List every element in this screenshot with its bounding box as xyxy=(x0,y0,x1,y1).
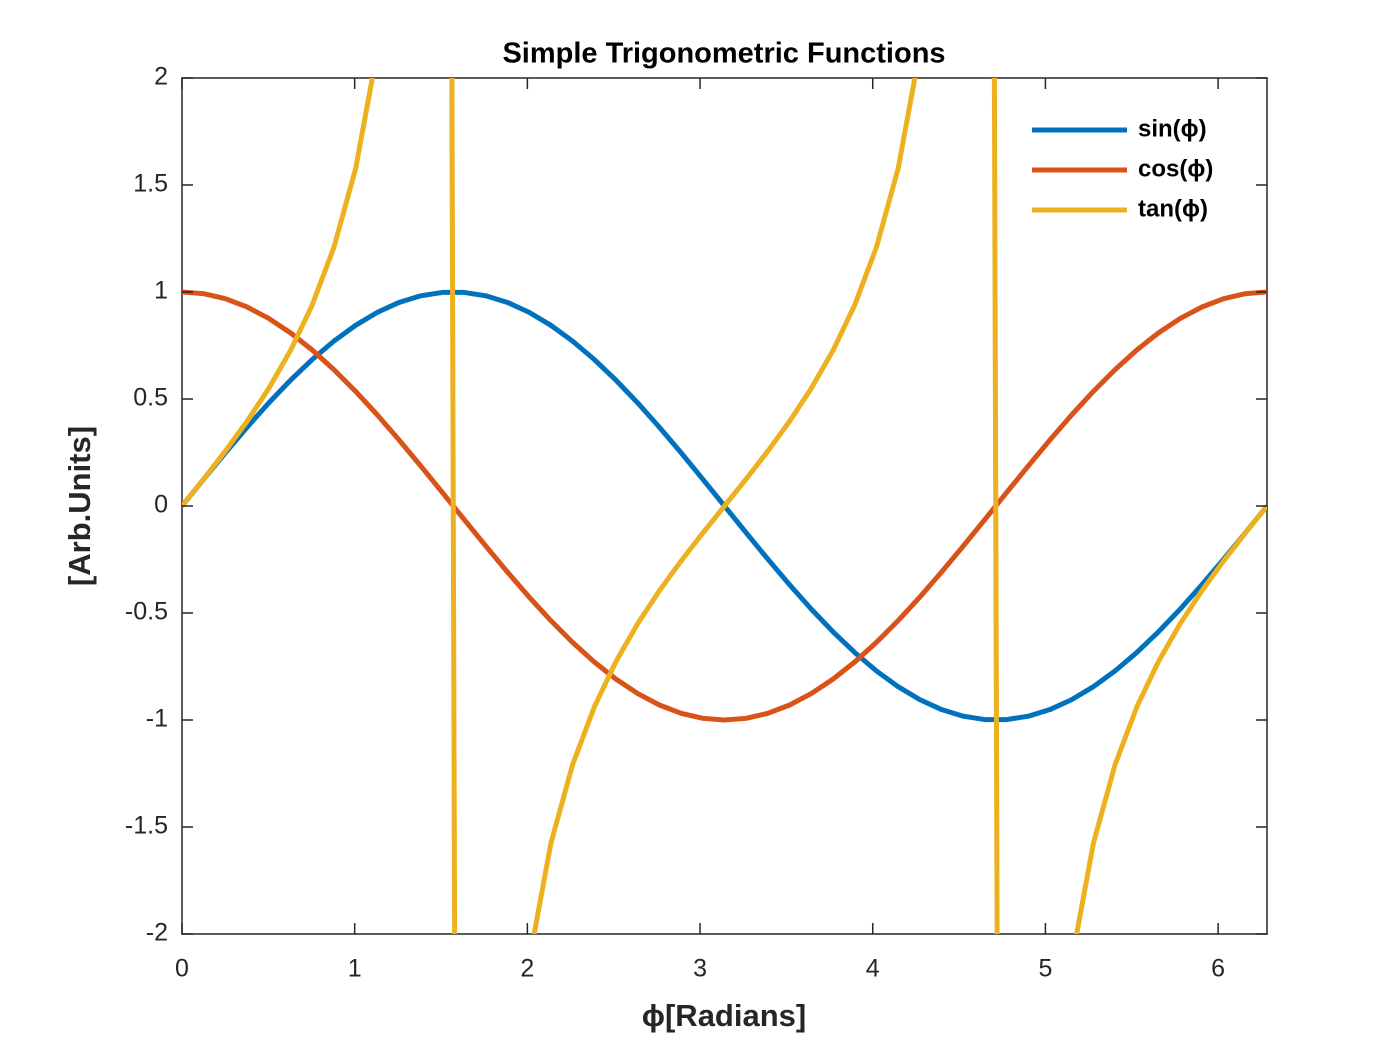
x-tick-label: 0 xyxy=(175,955,189,983)
y-tick-label: -1.5 xyxy=(125,812,168,840)
legend-label: sin(ϕ) xyxy=(1138,115,1207,142)
y-tick-label: -0.5 xyxy=(125,598,168,626)
x-tick-label: 2 xyxy=(520,955,534,983)
plot-lines xyxy=(182,78,1267,934)
y-tick-label: 0 xyxy=(154,491,168,519)
legend-label: tan(ϕ) xyxy=(1138,195,1208,222)
x-tick-label: 6 xyxy=(1211,955,1225,983)
series-line xyxy=(182,78,1267,934)
x-tick-label: 3 xyxy=(693,955,707,983)
y-tick-label: 0.5 xyxy=(133,384,168,412)
legend-label: cos(ϕ) xyxy=(1138,155,1213,182)
x-tick-label: 1 xyxy=(348,955,362,983)
series-line xyxy=(182,289,1267,723)
y-tick-label: -1 xyxy=(146,705,168,733)
x-tick-label: 4 xyxy=(866,955,880,983)
y-axis-label: [Arb.Units] xyxy=(62,426,97,586)
y-tick-label: -2 xyxy=(146,919,168,947)
y-tick-label: 2 xyxy=(154,63,168,91)
y-tick-label: 1.5 xyxy=(133,170,168,198)
y-tick-label: 1 xyxy=(154,277,168,305)
x-axis-label: ϕ[Radians] xyxy=(642,998,806,1033)
chart-title: Simple Trigonometric Functions xyxy=(502,38,945,70)
x-tick-label: 5 xyxy=(1038,955,1052,983)
